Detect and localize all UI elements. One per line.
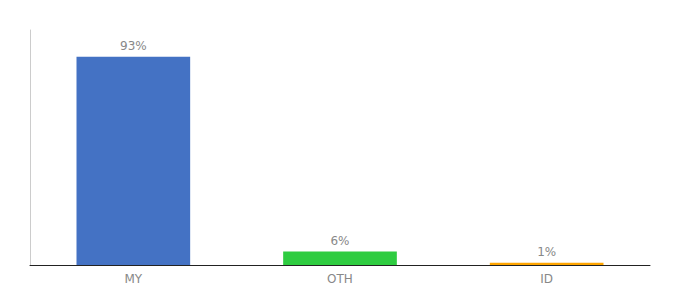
svg-text:93%: 93% bbox=[120, 39, 147, 53]
svg-text:1%: 1% bbox=[537, 245, 556, 259]
svg-text:ID: ID bbox=[540, 272, 553, 286]
svg-text:OTH: OTH bbox=[327, 272, 353, 286]
svg-text:MY: MY bbox=[124, 272, 142, 286]
svg-text:6%: 6% bbox=[330, 234, 349, 248]
